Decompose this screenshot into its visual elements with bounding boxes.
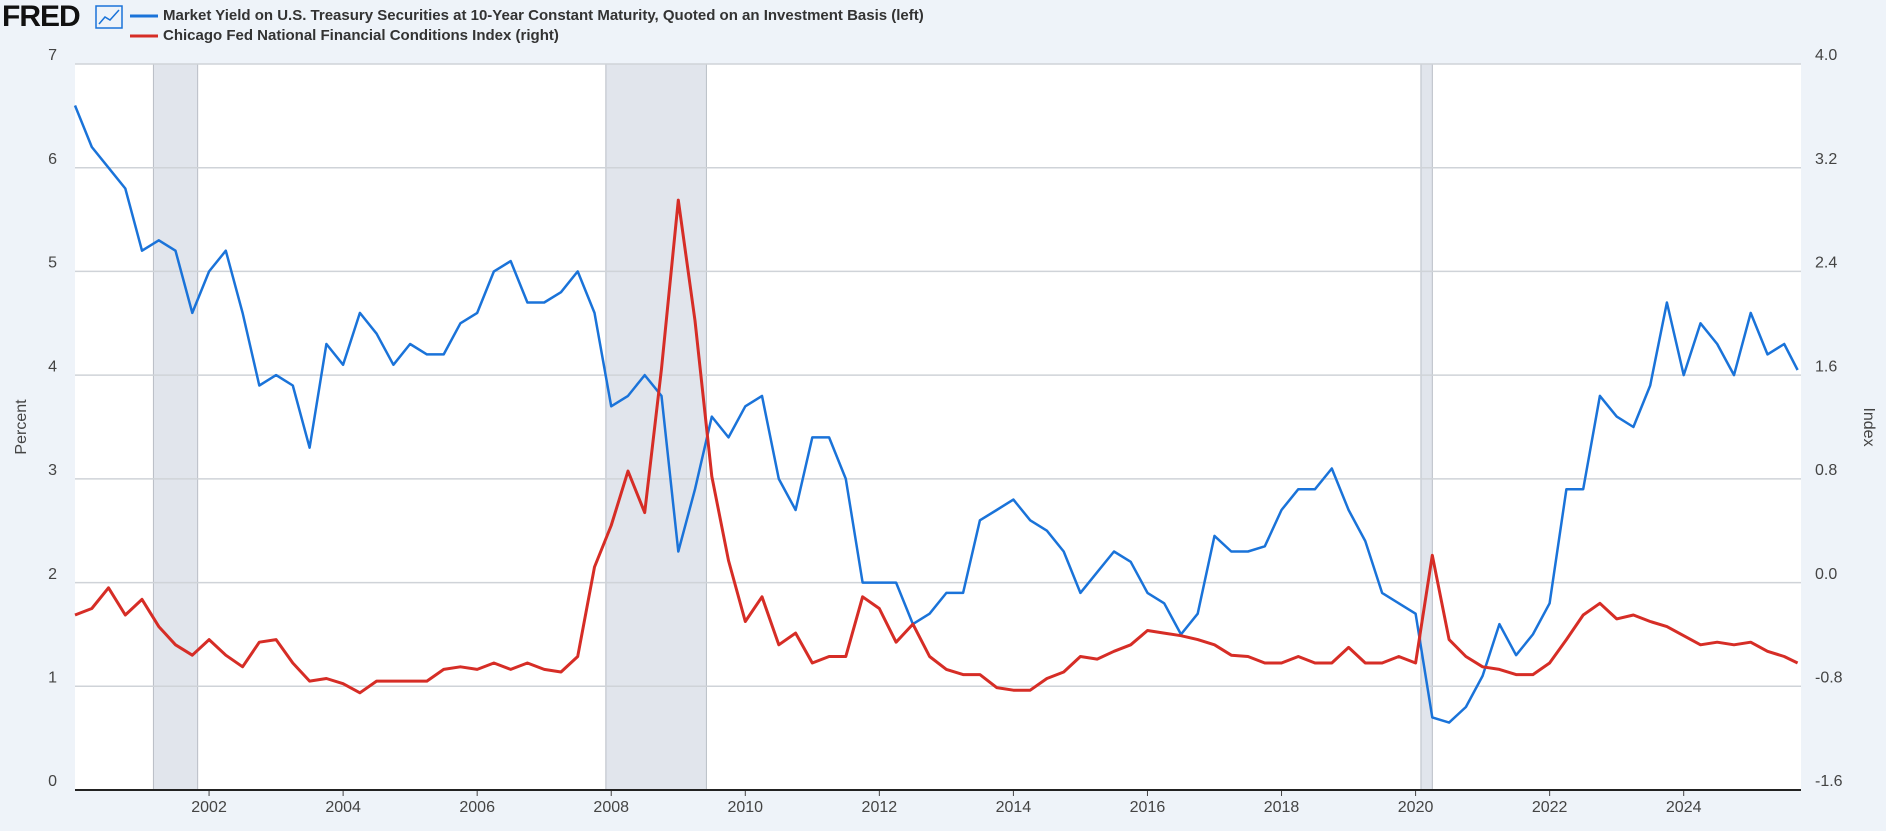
y-axis-label: Percent — [13, 399, 30, 455]
x-tick-label: 2020 — [1398, 799, 1434, 816]
plot-area — [75, 64, 1801, 790]
y2-axis-label: Index — [1860, 407, 1877, 446]
series-line — [74, 198, 1799, 695]
y2-tick-label: 2.4 — [1815, 255, 1837, 272]
y-tick-label: 3 — [48, 462, 57, 479]
legend-label: Market Yield on U.S. Treasury Securities… — [163, 7, 924, 24]
x-tick-label: 2006 — [459, 799, 495, 816]
series-line — [73, 105, 1799, 724]
logo-icon — [95, 5, 123, 29]
x-tick-label: 2004 — [325, 799, 361, 816]
y2-tick-label: 3.2 — [1815, 151, 1837, 168]
y2-tick-label: -0.8 — [1815, 670, 1843, 687]
y-tick-label: 1 — [48, 670, 57, 687]
y-tick-label: 7 — [48, 47, 57, 64]
x-tick-label: 2024 — [1666, 799, 1702, 816]
logo: FRED — [2, 0, 80, 33]
x-tick-label: 2016 — [1130, 799, 1166, 816]
y2-tick-label: 0.0 — [1815, 566, 1837, 583]
x-tick-label: 2014 — [996, 799, 1032, 816]
x-tick-label: 2022 — [1532, 799, 1568, 816]
x-tick-label: 2018 — [1264, 799, 1300, 816]
y-tick-label: 5 — [48, 255, 57, 272]
recession-band — [152, 63, 199, 791]
x-tick-label: 2010 — [727, 799, 763, 816]
y2-tick-label: 4.0 — [1815, 47, 1837, 64]
x-tick-label: 2008 — [593, 799, 629, 816]
x-tick-label: 2012 — [862, 799, 898, 816]
y-tick-label: 4 — [48, 358, 57, 375]
y2-tick-label: -1.6 — [1815, 773, 1843, 790]
y-tick-label: 2 — [48, 566, 57, 583]
x-tick-label: 2002 — [191, 799, 227, 816]
y-tick-label: 6 — [48, 151, 57, 168]
y2-tick-label: 1.6 — [1815, 358, 1837, 375]
y-tick-label: 0 — [48, 773, 57, 790]
y2-tick-label: 0.8 — [1815, 462, 1837, 479]
legend-label: Chicago Fed National Financial Condition… — [163, 27, 559, 44]
